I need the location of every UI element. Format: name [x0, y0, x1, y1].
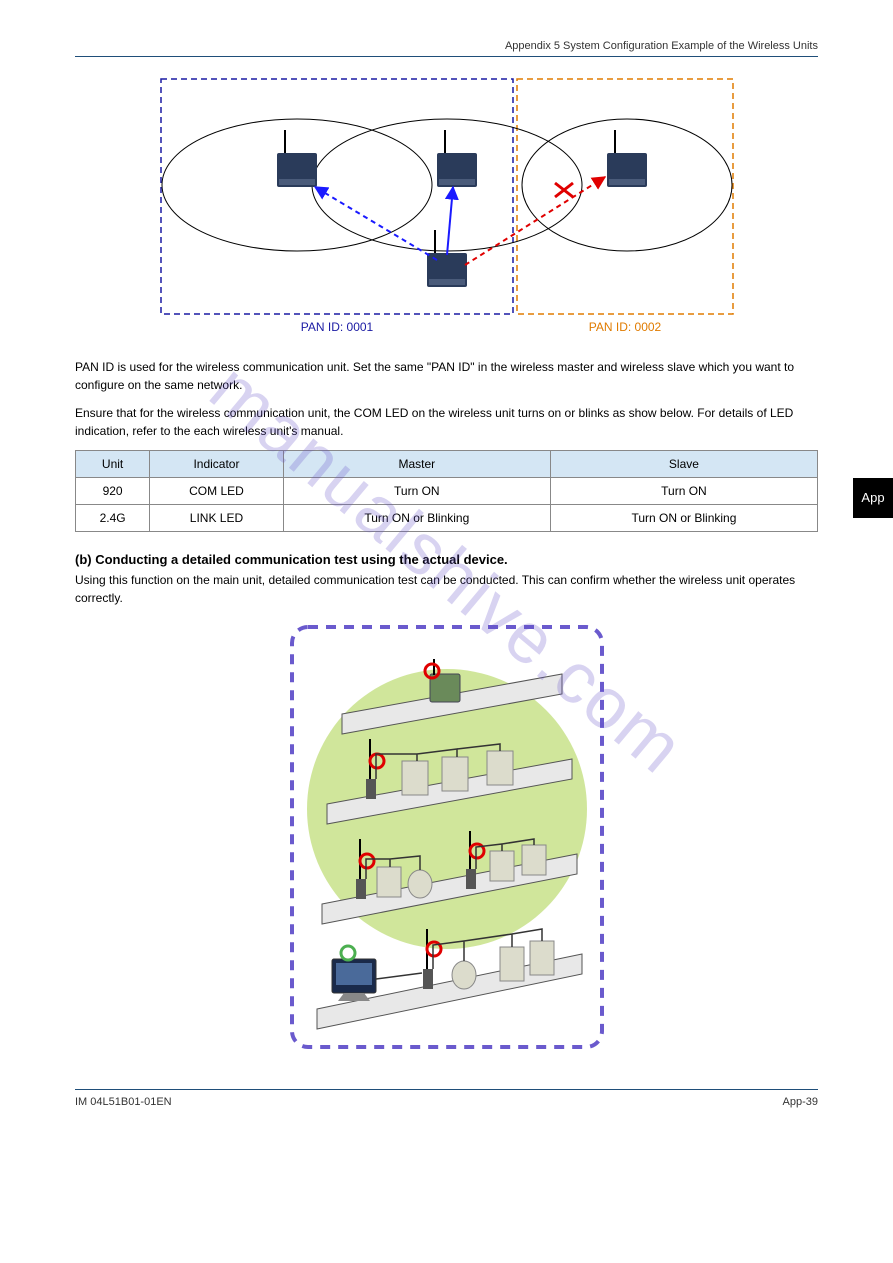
building-diagram — [272, 619, 622, 1059]
para-comm-test: Using this function on the main unit, de… — [75, 571, 818, 607]
footer-doc-id: IM 04L51B01-01EN — [75, 1096, 172, 1108]
td: Turn ON or Blinking — [283, 505, 550, 532]
footer-rule — [75, 1089, 818, 1090]
header-section-label: Appendix 5 System Configuration Example … — [75, 40, 818, 52]
para-pan-id: PAN ID is used for the wireless communic… — [75, 358, 818, 394]
footer-page-num: App-39 — [783, 1096, 818, 1108]
svg-text:PAN ID: 0001: PAN ID: 0001 — [300, 320, 373, 334]
td: LINK LED — [150, 505, 284, 532]
th-master: Master — [283, 451, 550, 478]
td: COM LED — [150, 478, 284, 505]
td: Turn ON — [283, 478, 550, 505]
table-row: 2.4G LINK LED Turn ON or Blinking Turn O… — [76, 505, 818, 532]
td: Turn ON — [550, 478, 817, 505]
th-indicator: Indicator — [150, 451, 284, 478]
pan-id-diagram: PAN ID: 0001 PAN ID: 0002 — [157, 75, 737, 340]
side-tab: App — [853, 478, 893, 518]
svg-text:PAN ID: 0002: PAN ID: 0002 — [588, 320, 661, 334]
para-led: Ensure that for the wireless communicati… — [75, 404, 818, 440]
subsection-heading: (b) Conducting a detailed communication … — [75, 552, 818, 567]
device-icon — [277, 130, 647, 287]
led-table: Unit Indicator Master Slave 920 COM LED … — [75, 450, 818, 532]
td: 920 — [76, 478, 150, 505]
table-row: 920 COM LED Turn ON Turn ON — [76, 478, 818, 505]
td: Turn ON or Blinking — [550, 505, 817, 532]
td: 2.4G — [76, 505, 150, 532]
th-slave: Slave — [550, 451, 817, 478]
th-unit: Unit — [76, 451, 150, 478]
header-rule — [75, 56, 818, 57]
